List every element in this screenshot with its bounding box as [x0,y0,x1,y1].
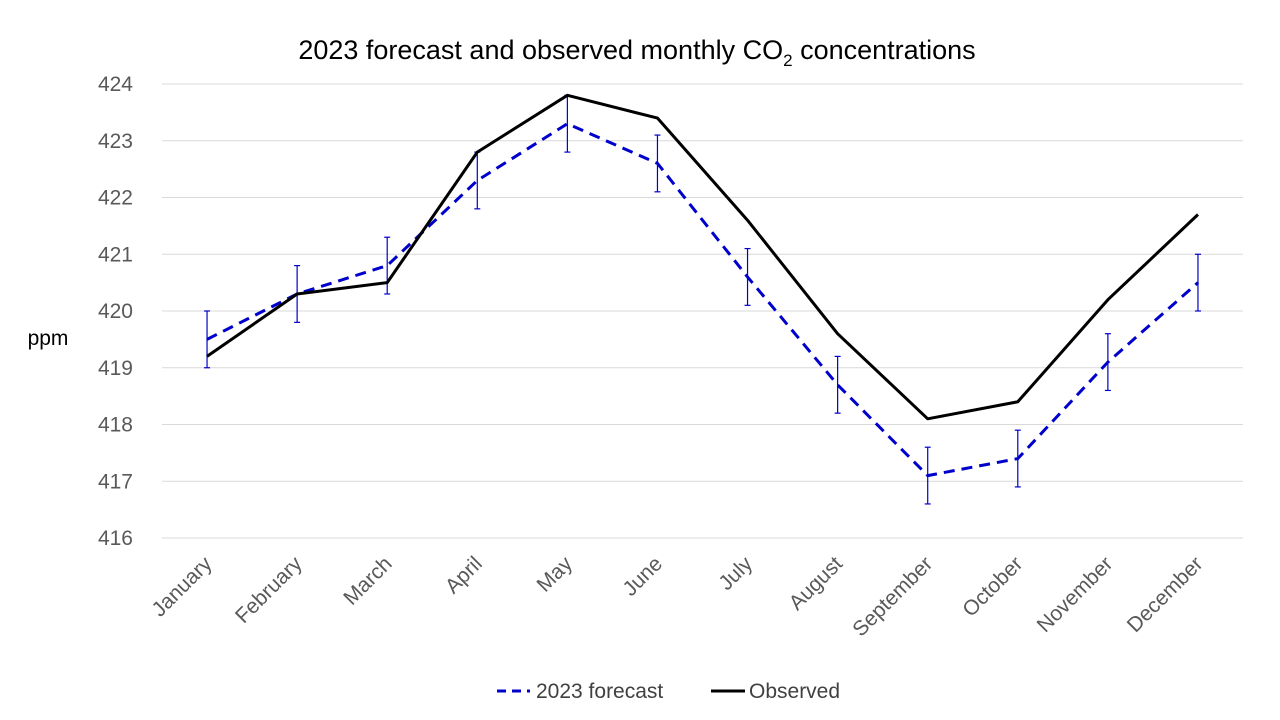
series-line-forecast [206,122,1199,478]
legend-label-forecast: 2023 forecast [536,680,663,703]
x-tick-label: April [441,552,487,598]
x-tick-label: May [533,552,578,597]
legend-label-observed: Observed [749,680,840,703]
x-axis-ticks: January February March April May June July Augu… [147,552,1207,641]
error-bar [474,151,481,210]
x-tick-label: January [147,552,216,621]
series-lines [206,93,1200,478]
y-axis-title: ppm [28,327,69,350]
x-tick-label: August [785,552,848,615]
legend: 2023 forecast Observed [497,680,840,703]
x-tick-label: December [1123,552,1208,637]
y-tick-label: 417 [98,470,133,493]
forecast-error-bars [204,94,1201,505]
x-tick-label: October [958,552,1027,621]
series-line-observed [206,93,1200,421]
x-tick-label: July [714,552,757,595]
chart-title-suffix: concentrations [793,35,976,65]
y-tick-label: 421 [98,243,133,266]
y-tick-label: 422 [98,187,133,210]
chart-title-main: 2023 forecast and observed monthly CO [298,35,783,65]
x-tick-label: February [231,552,307,628]
y-tick-label: 419 [98,357,133,380]
x-tick-label: September [848,552,937,641]
y-tick-label: 424 [98,73,133,96]
y-tick-label: 418 [98,414,133,437]
x-tick-label: March [339,552,397,610]
chart-title: 2023 forecast and observed monthly CO2 c… [298,35,975,70]
error-bar [834,355,841,414]
y-tick-label: 423 [98,130,133,153]
error-bar [384,236,391,295]
chart-title-subscript: 2 [783,51,792,70]
y-tick-label: 420 [98,300,133,323]
y-axis-ticks: 416 417 418 419 420 421 422 423 424 [98,73,133,550]
x-tick-label: June [619,552,667,600]
x-tick-label: November [1033,552,1118,637]
gridlines [162,83,1243,539]
y-tick-label: 416 [98,527,133,550]
